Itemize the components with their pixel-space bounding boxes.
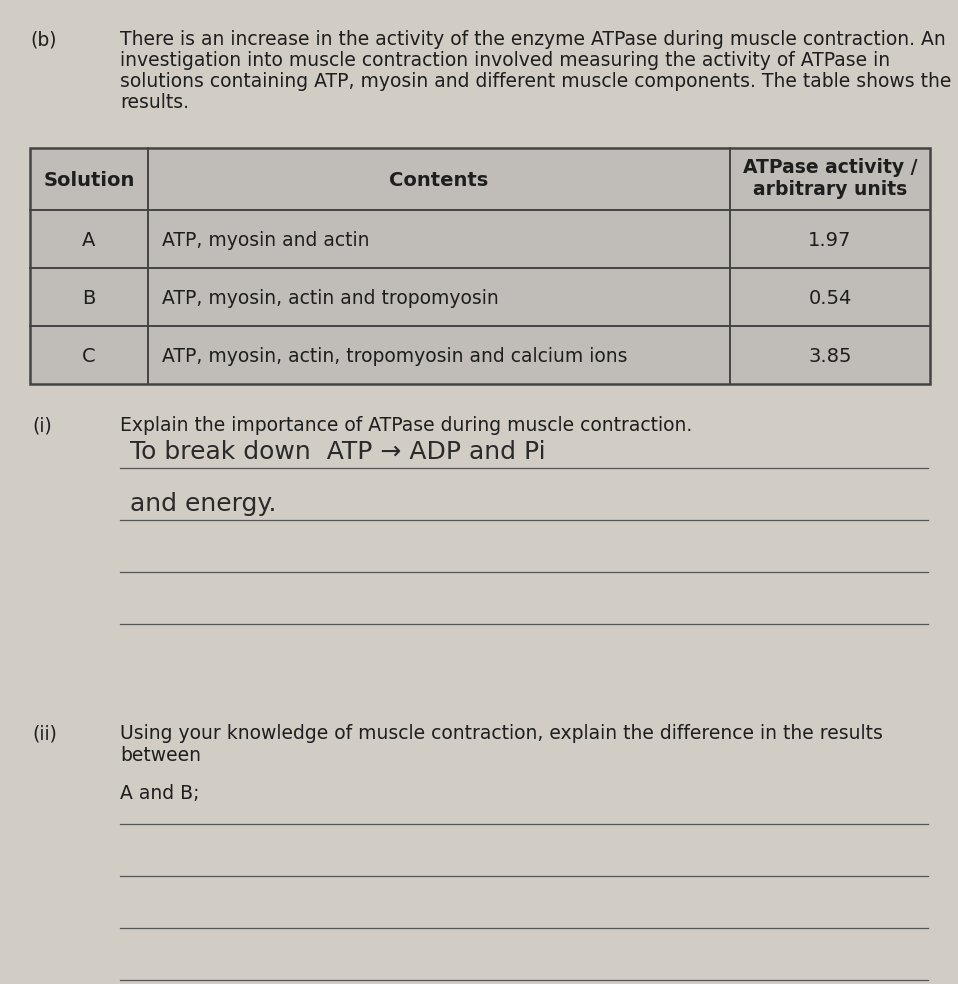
Text: and energy.: and energy. <box>130 492 277 516</box>
Text: ATP, myosin, actin and tropomyosin: ATP, myosin, actin and tropomyosin <box>162 289 499 308</box>
Text: (ii): (ii) <box>32 724 57 743</box>
Text: solutions containing ATP, myosin and different muscle components. The table show: solutions containing ATP, myosin and dif… <box>120 72 951 91</box>
Text: To break down  ATP → ADP and Pi: To break down ATP → ADP and Pi <box>130 440 546 464</box>
Text: 0.54: 0.54 <box>809 289 852 308</box>
Text: Using your knowledge of muscle contraction, explain the difference in the result: Using your knowledge of muscle contracti… <box>120 724 883 743</box>
Bar <box>30 148 930 384</box>
Text: between: between <box>120 746 201 765</box>
Text: Solution: Solution <box>43 171 135 190</box>
Text: A: A <box>82 231 96 250</box>
Bar <box>30 148 930 384</box>
Text: Contents: Contents <box>389 171 489 190</box>
Text: Explain the importance of ATPase during muscle contraction.: Explain the importance of ATPase during … <box>120 416 693 435</box>
Text: (b): (b) <box>30 30 57 49</box>
Text: A and B;: A and B; <box>120 784 199 803</box>
Text: results.: results. <box>120 93 189 112</box>
Text: C: C <box>82 347 96 366</box>
Text: 3.85: 3.85 <box>809 347 852 366</box>
Text: 1.97: 1.97 <box>809 231 852 250</box>
Text: (i): (i) <box>32 416 52 435</box>
Text: B: B <box>82 289 96 308</box>
Text: There is an increase in the activity of the enzyme ATPase during muscle contract: There is an increase in the activity of … <box>120 30 946 49</box>
Text: ATP, myosin, actin, tropomyosin and calcium ions: ATP, myosin, actin, tropomyosin and calc… <box>162 347 627 366</box>
Text: ATP, myosin and actin: ATP, myosin and actin <box>162 231 370 250</box>
Text: ATPase activity /: ATPase activity / <box>742 158 917 177</box>
Text: investigation into muscle contraction involved measuring the activity of ATPase : investigation into muscle contraction in… <box>120 51 890 70</box>
Text: arbitrary units: arbitrary units <box>753 180 907 199</box>
